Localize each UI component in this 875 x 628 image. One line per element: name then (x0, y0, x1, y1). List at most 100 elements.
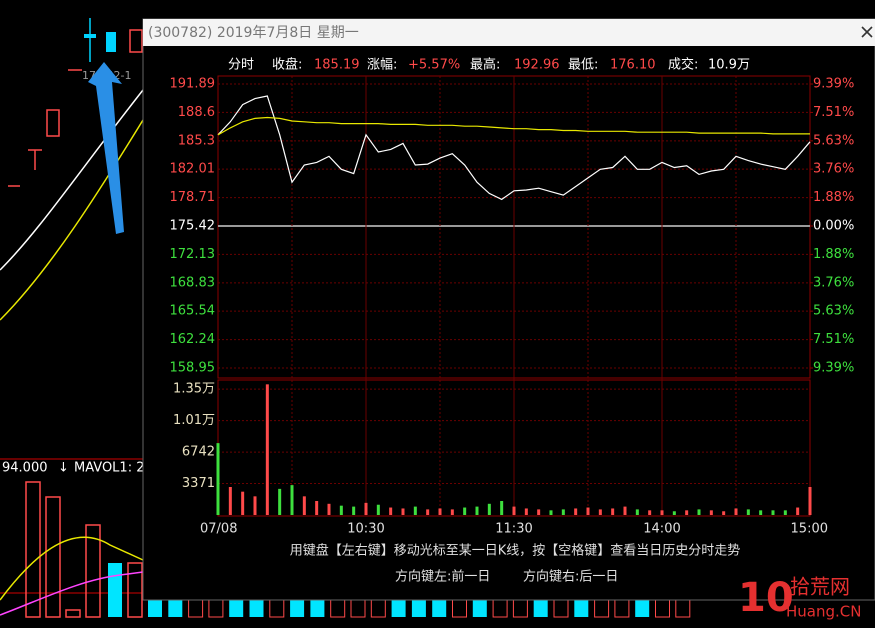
vol-bar (148, 598, 162, 617)
volume-bar (623, 506, 627, 515)
vol-bar (85, 524, 101, 618)
info-value: 192.96 (514, 58, 560, 73)
volume-bar (524, 508, 528, 515)
volume-bar (327, 503, 331, 515)
volume-bar (352, 506, 356, 515)
volume-bar (685, 510, 689, 515)
info-value: 176.10 (610, 58, 656, 73)
bg-mavol-label: MAVOL1: 2 (74, 461, 144, 476)
volume-bar (796, 507, 800, 515)
x-tick-label: 11:30 (495, 522, 532, 537)
volume-bar (672, 511, 676, 515)
watermark-domain: Huang.CN (786, 603, 861, 621)
volume-bar (278, 488, 282, 515)
watermark-name: 拾荒网 (790, 575, 850, 599)
y-tick-label: 188.6 (178, 105, 215, 120)
price-line (217, 116, 810, 136)
annotation-arrow (88, 62, 124, 234)
x-tick-label: 15:00 (791, 522, 828, 537)
y2-tick-label: 5.63% (813, 304, 854, 319)
volume-bar (265, 384, 269, 515)
vol-bar (127, 562, 143, 618)
next-hint: 方向键右:后一日 (523, 569, 618, 585)
volume-bar (697, 509, 701, 515)
y2-tick-label: 9.39% (813, 361, 854, 376)
y2-tick-label: 0.00% (813, 219, 854, 234)
vol-bar (411, 598, 426, 617)
candle (46, 109, 60, 137)
y2-tick-label: 7.51% (813, 105, 854, 120)
volume-bar (783, 510, 787, 515)
vol-bar (290, 598, 305, 617)
volume-bar (241, 491, 245, 515)
volume-bar (537, 509, 541, 515)
watermark-number: 10 (738, 575, 794, 621)
ma-line (0, 119, 144, 321)
background-volume-row (148, 597, 691, 618)
volume-bar (771, 510, 775, 515)
volume-bar (598, 509, 602, 515)
volume-bar (500, 501, 504, 515)
volume-bar (339, 505, 343, 515)
close-icon (861, 26, 873, 38)
chart-area: 191.89 188.6 185.3 182.01 178.71 175.42 172.13… (170, 75, 854, 537)
y2-tick-label: 1.88% (813, 190, 854, 205)
bg-volume-label: 94.000 (2, 461, 48, 476)
y-tick-label: 1.01万 (173, 413, 215, 428)
vol-bar (391, 598, 406, 617)
volume-bar (216, 443, 220, 515)
x-tick-label: 10:30 (347, 522, 384, 537)
bg-volume-arrow: ↓ (58, 461, 69, 476)
volume-bar (401, 508, 405, 515)
y-tick-label: 1.35万 (173, 382, 215, 397)
info-value: +5.57% (408, 58, 460, 73)
vol-bar (65, 609, 81, 618)
y-tick-label: 165.54 (170, 304, 216, 319)
vol-bar (472, 598, 487, 617)
volume-bar (253, 496, 257, 515)
y-tick-label: 182.01 (170, 162, 216, 177)
candle (129, 29, 143, 53)
y2-tick-label: 3.76% (813, 162, 854, 177)
price-line (217, 95, 811, 201)
info-value: 10.9万 (708, 58, 750, 73)
volume-bar (586, 507, 590, 515)
info-label: 涨幅: (367, 58, 397, 73)
mavol-line (0, 536, 144, 601)
y2-tick-label: 5.63% (813, 133, 854, 148)
info-label: 最高: (470, 57, 500, 73)
popup-window (142, 18, 875, 601)
volume-bar (574, 508, 578, 515)
volume-bar (450, 509, 454, 515)
volume-bar (413, 506, 417, 515)
y-tick-label: 158.95 (170, 361, 216, 376)
vol-bar (25, 481, 41, 618)
mavol-line (0, 571, 144, 616)
vol-bar (574, 598, 589, 617)
y2-tick-label: 3.76% (813, 275, 854, 290)
x-tick-label: 07/08 (200, 522, 237, 537)
y-tick-label: 185.3 (178, 133, 215, 148)
title-bar (143, 19, 875, 46)
y-tick-label: 6742 (182, 445, 215, 460)
close-button[interactable] (861, 26, 873, 38)
volume-bar (709, 510, 713, 515)
y-tick-label: 175.42 (170, 219, 216, 234)
volume-bar (463, 507, 467, 515)
hint-text: 用键盘【左右键】移动光标至某一日K线，按【空格键】查看当日历史分时走势 (290, 543, 741, 559)
volume-bar (660, 510, 664, 515)
candle (106, 32, 116, 52)
volume-bar (228, 487, 232, 515)
ma-line (0, 89, 144, 271)
volume-bar (438, 508, 442, 515)
candle (84, 34, 96, 38)
y2-tick-label: 7.51% (813, 332, 854, 347)
info-label: 成交: (668, 57, 698, 73)
vol-bar (45, 496, 61, 618)
volume-bar (389, 507, 393, 515)
info-label: 最低: (568, 58, 598, 73)
volume-bar (746, 509, 750, 515)
volume-bar (808, 487, 812, 515)
